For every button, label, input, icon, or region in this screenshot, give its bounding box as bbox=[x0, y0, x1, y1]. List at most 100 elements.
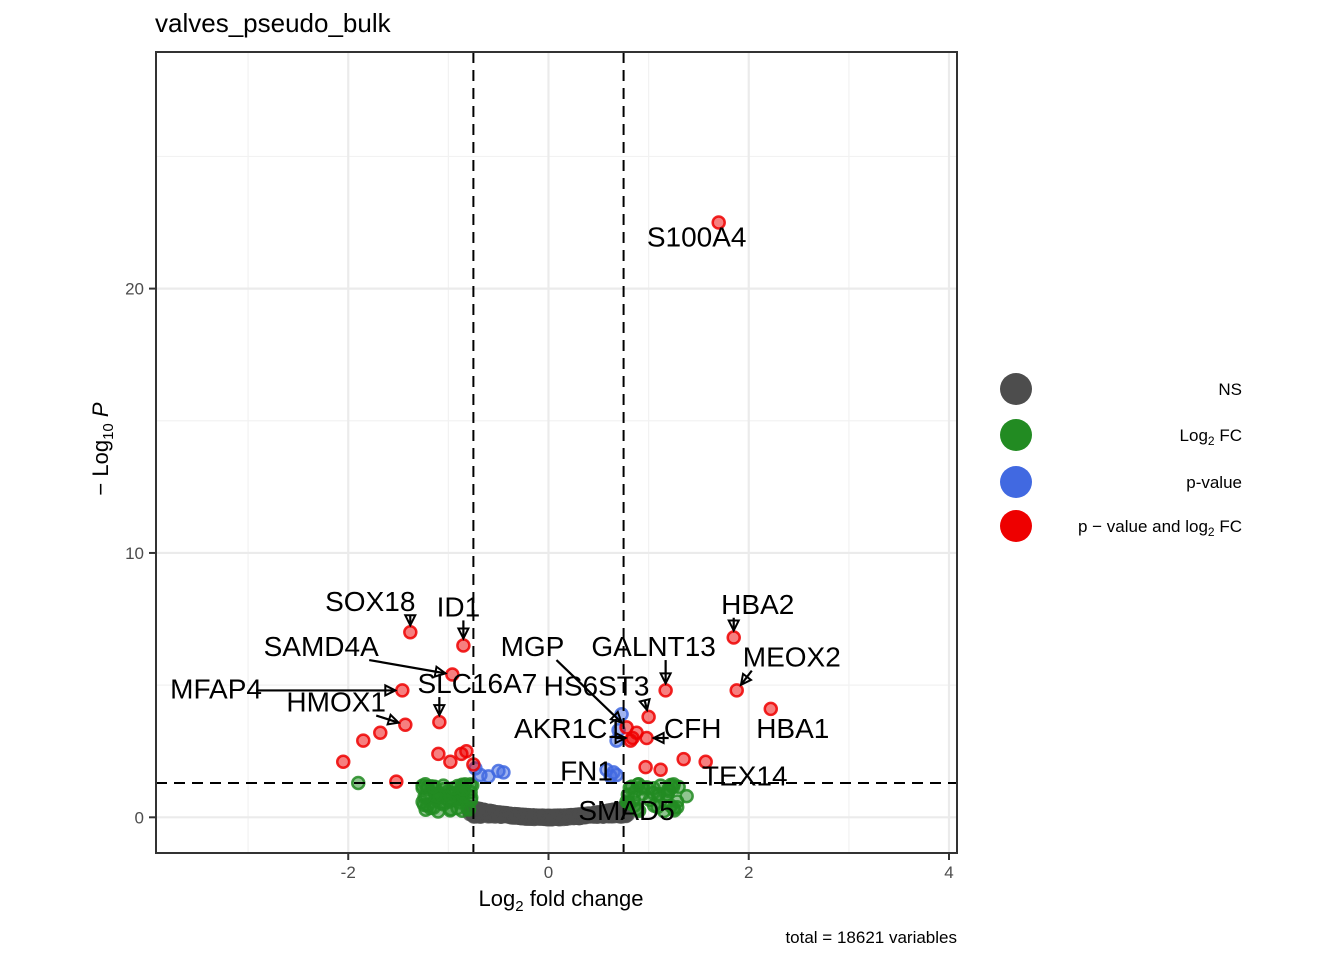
chart-title: valves_pseudo_bulk bbox=[155, 8, 392, 38]
data-point-pfc bbox=[729, 683, 744, 698]
cutoff-lines bbox=[156, 52, 957, 853]
data-point-p bbox=[609, 767, 624, 783]
gene-label: MGP bbox=[501, 631, 565, 662]
label-arrow bbox=[740, 669, 753, 686]
label-arrowhead bbox=[651, 731, 665, 745]
data-point-pfc bbox=[373, 725, 388, 740]
ns-point bbox=[531, 809, 546, 823]
legend-label: NS bbox=[1218, 380, 1242, 399]
label-arrow bbox=[369, 658, 446, 675]
label-arrowhead bbox=[403, 614, 417, 628]
ns-point bbox=[513, 810, 528, 824]
data-point-pfc bbox=[711, 215, 726, 230]
data-point-pfc bbox=[658, 683, 673, 698]
legend-key-pfc bbox=[1000, 510, 1032, 542]
label-arrowhead bbox=[659, 672, 673, 686]
gene-label: SAMD4A bbox=[264, 631, 379, 662]
label-arrow bbox=[555, 659, 623, 724]
x-tick-label: 0 bbox=[544, 863, 553, 882]
y-tick-label: 0 bbox=[135, 808, 144, 827]
gene-label: TEX14 bbox=[702, 761, 788, 792]
gene-label: MFAP4 bbox=[170, 673, 262, 704]
data-point-pfc bbox=[403, 625, 418, 640]
gene-label: HMOX1 bbox=[286, 687, 386, 718]
label-arrowhead bbox=[456, 627, 471, 641]
data-point-pfc bbox=[443, 754, 458, 770]
gene-label: HBA1 bbox=[756, 713, 829, 744]
data-point-fc bbox=[631, 777, 646, 792]
legend: NS Log2 FC p-value p − value and log2 FC bbox=[1000, 373, 1242, 542]
gene-label: MEOX2 bbox=[743, 642, 841, 673]
data-point-pfc bbox=[431, 746, 446, 762]
label-arrowhead bbox=[432, 704, 446, 718]
data-point-pfc bbox=[763, 701, 779, 717]
data-point-p bbox=[481, 769, 496, 784]
data-point-fc bbox=[679, 788, 694, 804]
x-tick-label: 4 bbox=[944, 863, 953, 882]
y-axis-title: − Log10 P bbox=[88, 402, 117, 495]
plot-panel bbox=[156, 52, 957, 853]
label-arrowhead bbox=[386, 713, 401, 726]
label-arrowhead bbox=[727, 619, 741, 633]
axes: -2 0 2 4 0 10 20 bbox=[125, 280, 954, 882]
label-arrowhead bbox=[433, 664, 448, 678]
data-point-p bbox=[496, 765, 511, 780]
legend-key-p bbox=[1000, 466, 1032, 498]
data-point-pfc bbox=[726, 630, 741, 645]
label-arrowhead bbox=[609, 710, 624, 725]
chart-caption: total = 18621 variables bbox=[785, 928, 957, 947]
gene-label: HS6ST3 bbox=[544, 671, 650, 702]
data-point-pfc bbox=[398, 717, 413, 733]
ns-points bbox=[461, 799, 636, 827]
data-point-fc bbox=[631, 803, 647, 819]
ns-point bbox=[491, 807, 505, 822]
data-point-pfc bbox=[653, 762, 668, 777]
ns-point bbox=[578, 808, 592, 823]
label-arrowhead bbox=[614, 731, 628, 745]
data-point-pfc bbox=[638, 759, 653, 775]
data-point-pfc bbox=[395, 683, 410, 698]
data-point-pfc bbox=[445, 667, 460, 682]
panel-border bbox=[155, 51, 958, 854]
legend-label: p-value bbox=[1186, 473, 1242, 492]
gene-label: S100A4 bbox=[647, 221, 747, 252]
data-point-pfc bbox=[676, 751, 691, 767]
label-arrow bbox=[375, 714, 399, 724]
data-point-pfc bbox=[625, 730, 640, 746]
label-arrowhead bbox=[384, 683, 398, 698]
legend-label: Log2 FC bbox=[1180, 426, 1242, 448]
gene-label: SLC16A7 bbox=[417, 668, 537, 699]
gene-label: SOX18 bbox=[325, 586, 415, 617]
data-point-fc bbox=[456, 782, 471, 797]
data-point-pfc bbox=[356, 733, 371, 748]
gene-label: SMAD5 bbox=[578, 795, 674, 826]
label-arrowhead bbox=[638, 697, 651, 713]
gene-label: CFH bbox=[664, 713, 722, 744]
legend-key-fc bbox=[1000, 419, 1032, 451]
data-point-pfc bbox=[641, 709, 656, 725]
data-point-pfc bbox=[459, 743, 474, 759]
x-tick-label: -2 bbox=[341, 863, 356, 882]
ns-point bbox=[547, 809, 562, 824]
gene-label: GALNT13 bbox=[591, 631, 716, 662]
data-point-pfc bbox=[335, 754, 351, 770]
gene-label: HBA2 bbox=[721, 589, 794, 620]
legend-key-ns bbox=[1000, 373, 1032, 405]
data-point-pfc bbox=[456, 638, 471, 653]
gene-label: ID1 bbox=[437, 591, 481, 622]
data-point-pfc bbox=[389, 774, 404, 789]
data-point-pfc bbox=[639, 730, 654, 746]
ns-point bbox=[605, 802, 620, 817]
y-tick-label: 10 bbox=[125, 544, 144, 563]
x-tick-label: 2 bbox=[744, 863, 753, 882]
data-point-pfc bbox=[432, 714, 447, 730]
data-point-pfc bbox=[698, 754, 713, 770]
gene-label: AKR1C1 bbox=[514, 713, 623, 744]
label-arrowhead bbox=[739, 672, 753, 687]
gene-label: FN1 bbox=[560, 755, 613, 786]
y-tick-label: 20 bbox=[125, 280, 144, 299]
data-point-fc bbox=[656, 803, 672, 819]
legend-label: p − value and log2 FC bbox=[1078, 517, 1242, 539]
